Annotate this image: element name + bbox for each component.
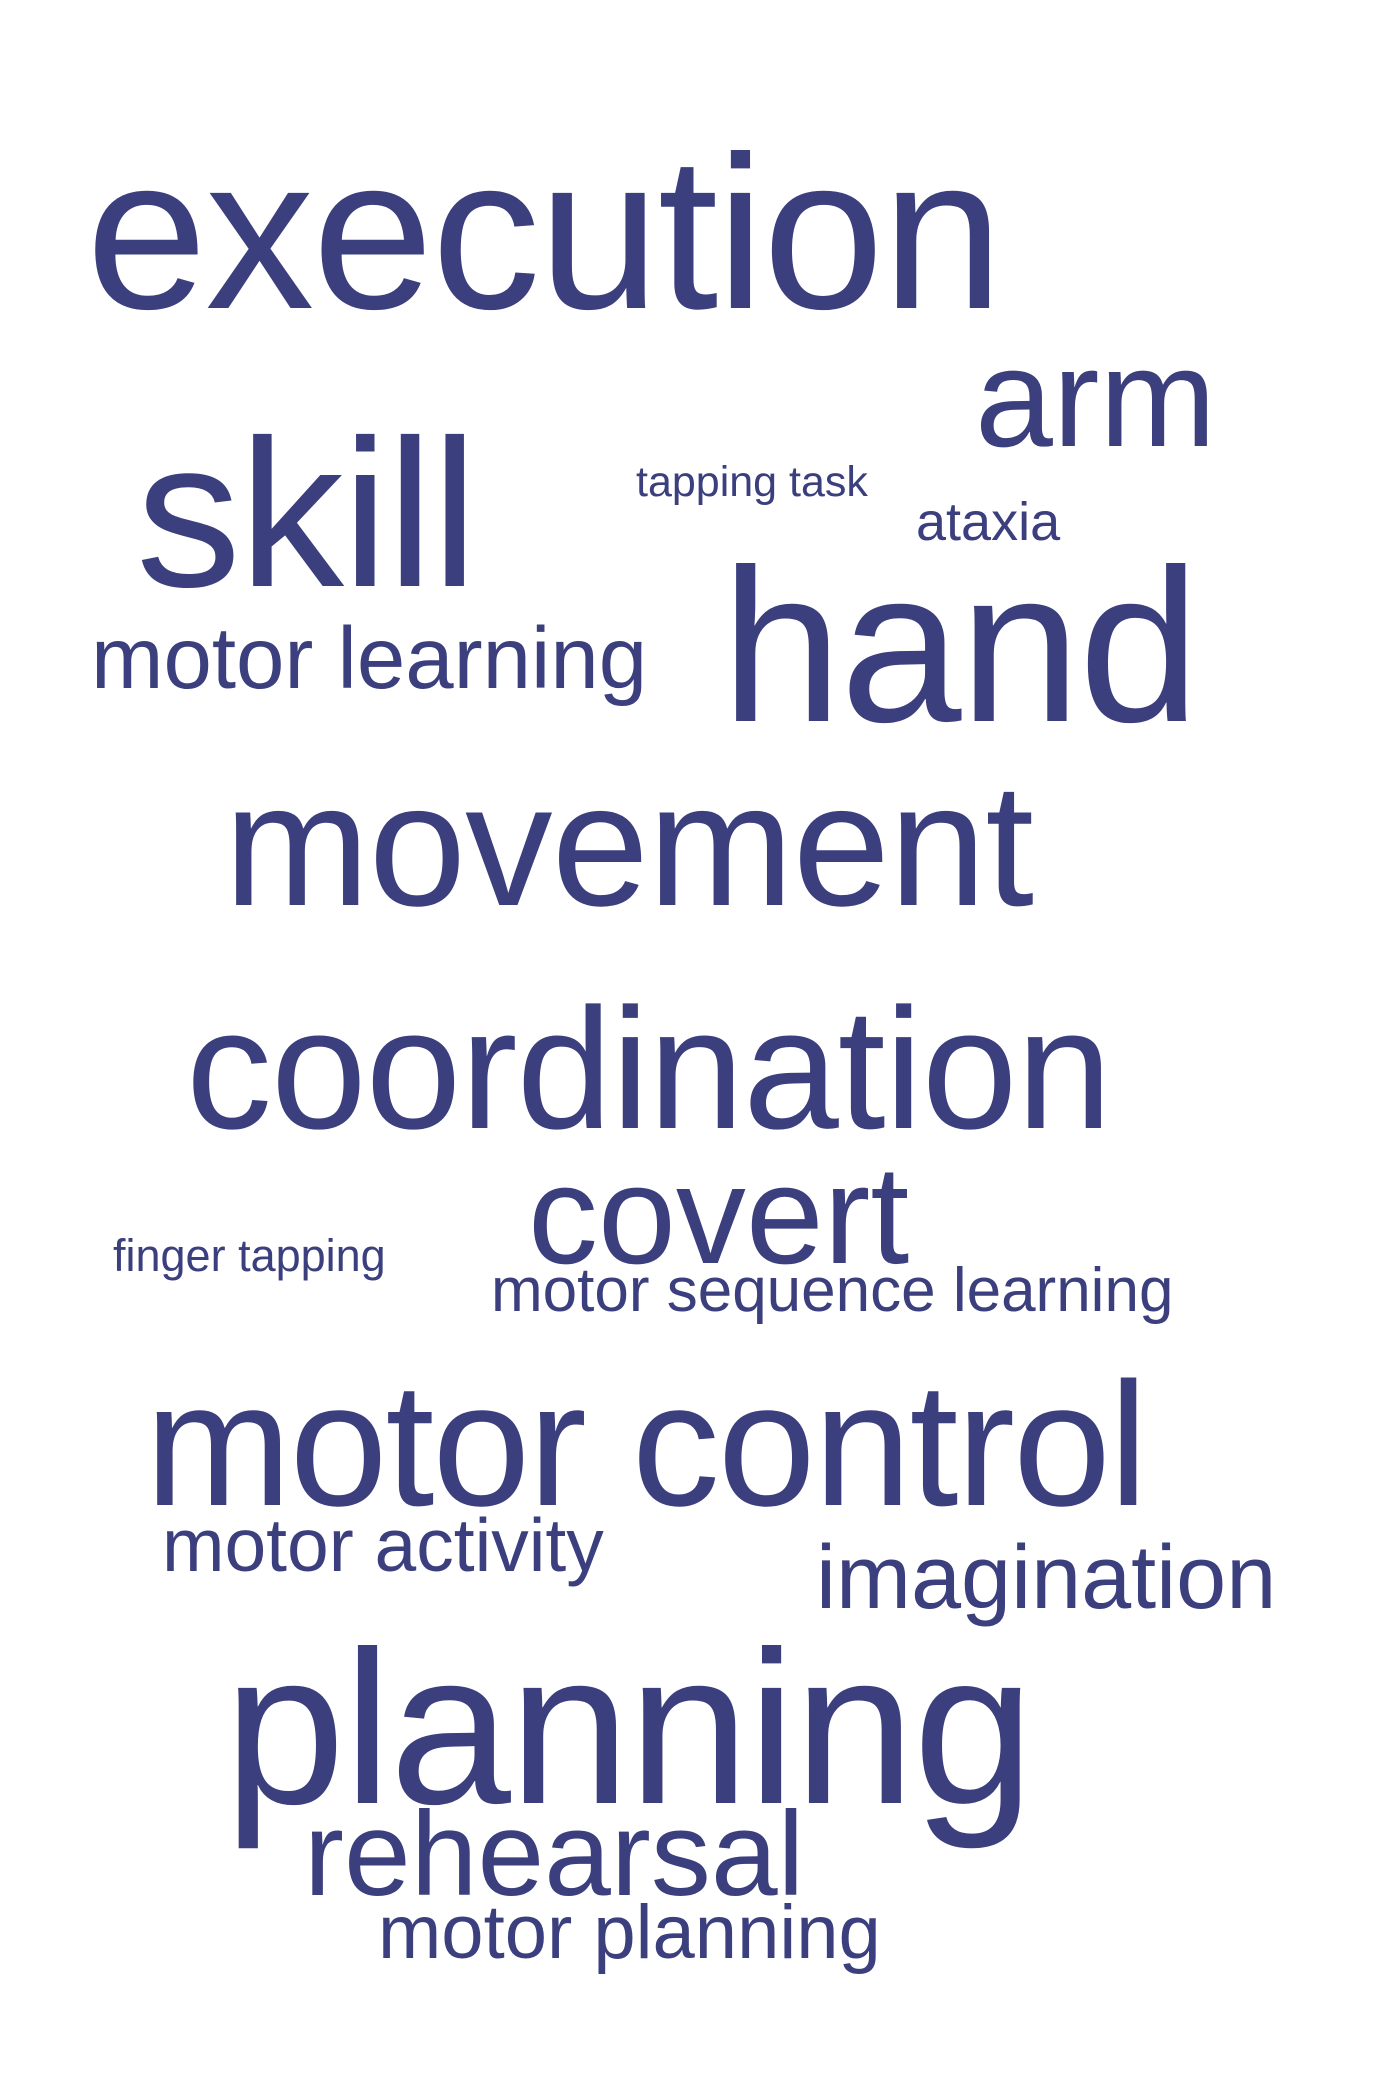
word-skill: skill xyxy=(136,396,478,631)
word-motor-planning: motor planning xyxy=(378,1890,881,1975)
word-movement: movement xyxy=(224,748,1034,943)
word-finger-tapping: finger tapping xyxy=(113,1230,386,1281)
word-motor-learning: motor learning xyxy=(91,610,648,707)
word-hand: hand xyxy=(721,525,1200,768)
word-motor-activity: motor activity xyxy=(162,1503,604,1587)
word-rehearsal: rehearsal xyxy=(304,1787,805,1921)
word-imagination: imagination xyxy=(816,1528,1277,1628)
word-tapping-task: tapping task xyxy=(636,458,868,506)
word-coordination: coordination xyxy=(186,973,1112,1165)
word-covert: covert xyxy=(528,1136,910,1293)
word-planning: planning xyxy=(224,1607,1034,1850)
word-motor-control: motor control xyxy=(145,1347,1148,1543)
word-motor-sequence-learning: motor sequence learning xyxy=(491,1256,1174,1325)
word-ataxia: ataxia xyxy=(916,492,1061,552)
word-arm: arm xyxy=(975,319,1217,476)
word-execution: execution xyxy=(86,112,1003,355)
